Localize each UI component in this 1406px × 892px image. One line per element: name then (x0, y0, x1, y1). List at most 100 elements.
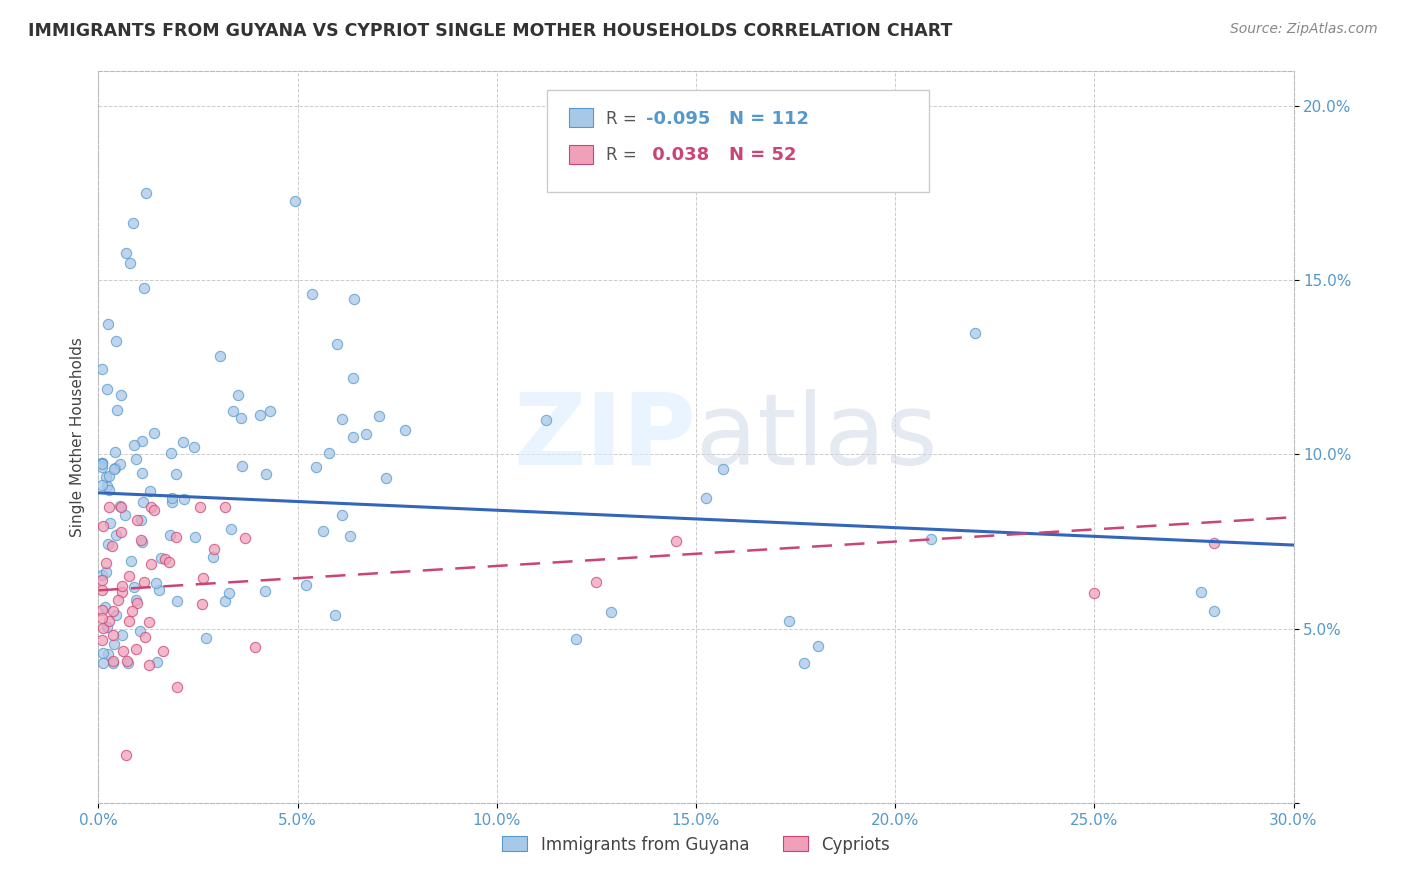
Point (104, 445, 127, 459)
Point (221, 404, 243, 418)
Point (98, 483, 121, 497)
Point (166, 594, 188, 608)
Point (134, 574, 156, 589)
Point (100, 539, 122, 553)
FancyBboxPatch shape (547, 90, 929, 192)
Point (394, 423, 416, 437)
Point (713, 461, 735, 475)
Point (778, 614, 800, 628)
Point (141, 558, 163, 572)
Point (98, 516, 121, 530)
Point (91, 519, 114, 533)
Point (142, 503, 165, 517)
Point (235, 532, 257, 546)
Point (202, 550, 225, 565)
Legend: Immigrants from Guyana, Cypriots: Immigrants from Guyana, Cypriots (496, 829, 896, 860)
Point (94, 470, 117, 484)
Point (91, 567, 114, 582)
Point (173, 492, 195, 507)
Point (122, 438, 145, 452)
Point (91, 621, 114, 635)
Point (117, 657, 139, 671)
Point (243, 640, 266, 655)
Point (91, 582, 114, 597)
Point (131, 434, 153, 448)
Point (115, 246, 138, 260)
Text: -0.095: -0.095 (645, 110, 710, 128)
Point (97, 648, 120, 662)
Y-axis label: Single Mother Households: Single Mother Households (69, 337, 84, 537)
Point (342, 292, 364, 306)
Point (159, 528, 181, 542)
Point (160, 495, 183, 509)
Point (122, 580, 145, 594)
Point (101, 657, 124, 671)
Point (104, 461, 127, 475)
FancyBboxPatch shape (569, 108, 593, 127)
Point (1202, 536, 1225, 550)
Point (374, 470, 396, 484)
Point (132, 281, 155, 295)
Point (165, 467, 187, 481)
Point (115, 748, 138, 763)
Point (91, 478, 114, 492)
Point (103, 462, 125, 476)
Point (249, 408, 271, 422)
Point (599, 605, 621, 619)
Point (695, 491, 717, 505)
Point (97, 469, 120, 483)
Point (793, 657, 815, 671)
Point (105, 403, 128, 417)
Point (305, 460, 328, 475)
Point (120, 554, 142, 568)
Point (118, 568, 141, 582)
Point (254, 467, 277, 482)
Point (152, 644, 174, 658)
Point (190, 597, 212, 611)
Point (342, 430, 364, 444)
Point (565, 632, 588, 646)
Point (325, 607, 347, 622)
Point (128, 624, 150, 638)
Point (101, 655, 124, 669)
Point (219, 522, 242, 536)
Point (183, 441, 205, 455)
Point (91, 457, 114, 471)
Point (96, 556, 118, 570)
Point (148, 583, 170, 598)
Point (112, 644, 135, 658)
Point (585, 574, 607, 589)
Point (159, 446, 181, 460)
Point (368, 409, 391, 424)
Point (125, 596, 148, 610)
Point (96, 479, 118, 493)
Point (131, 533, 153, 548)
Point (157, 555, 180, 569)
Point (312, 524, 335, 538)
Point (93, 599, 115, 614)
Point (150, 551, 173, 566)
Point (96, 382, 118, 396)
Point (138, 615, 160, 630)
Point (172, 434, 194, 449)
Point (103, 628, 125, 642)
Point (98, 614, 121, 628)
Point (142, 426, 165, 441)
Point (226, 388, 249, 402)
Point (107, 592, 129, 607)
Text: 0.038: 0.038 (645, 146, 709, 164)
Point (131, 512, 153, 526)
Point (138, 657, 160, 672)
Point (209, 349, 232, 363)
Point (145, 575, 167, 590)
Text: Source: ZipAtlas.com: Source: ZipAtlas.com (1230, 22, 1378, 37)
Point (214, 593, 236, 607)
Point (132, 495, 155, 509)
Point (330, 411, 353, 425)
Point (214, 500, 236, 514)
Point (125, 513, 148, 527)
Point (118, 614, 141, 628)
Point (326, 337, 349, 351)
Point (259, 404, 281, 418)
Point (91, 657, 114, 671)
